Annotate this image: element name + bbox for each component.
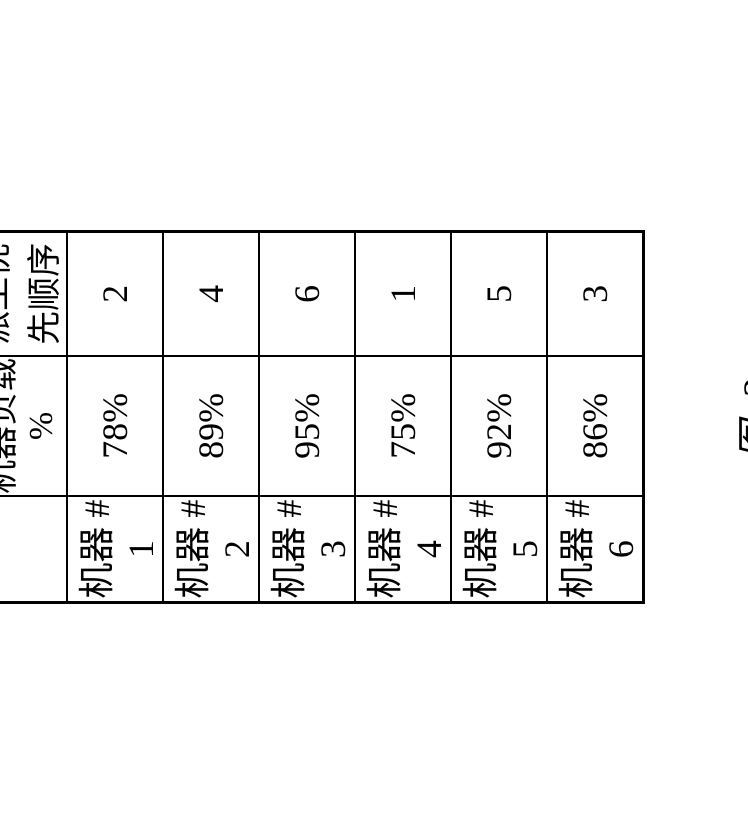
cell-machine-load: 75% <box>355 355 451 496</box>
cell-machine-name: 机器 # 4 <box>355 496 451 602</box>
cell-machine-name: 机器 # 1 <box>67 496 163 602</box>
cell-machine-load: 78% <box>67 355 163 496</box>
cell-machine-name: 机器 # 5 <box>451 496 547 602</box>
table-row: 机器 # 5 92% 5 <box>451 231 547 602</box>
table-header: 机器负载 % 派工优先顺序 <box>0 231 67 602</box>
cell-machine-load: 86% <box>547 355 644 496</box>
cell-machine-priority: 3 <box>547 231 644 355</box>
content-wrapper: 机器负载 % 派工优先顺序 机器 # 1 78% 2 机器 # 2 89% 4 <box>0 230 748 604</box>
table-row: 机器 # 1 78% 2 <box>67 231 163 602</box>
cell-machine-priority: 1 <box>355 231 451 355</box>
header-load: 机器负载 % <box>0 355 67 496</box>
table-body: 机器 # 1 78% 2 机器 # 2 89% 4 机器 # 3 95% 6 <box>67 231 644 602</box>
cell-machine-name: 机器 # 3 <box>259 496 355 602</box>
cell-machine-load: 92% <box>451 355 547 496</box>
cell-machine-load: 89% <box>163 355 259 496</box>
table-row: 机器 # 2 89% 4 <box>163 231 259 602</box>
header-priority: 派工优先顺序 <box>0 231 67 355</box>
cell-machine-priority: 2 <box>67 231 163 355</box>
table-row: 机器 # 3 95% 6 <box>259 231 355 602</box>
cell-machine-load: 95% <box>259 355 355 496</box>
table-header-row: 机器负载 % 派工优先顺序 <box>0 231 67 602</box>
table-row: 机器 # 4 75% 1 <box>355 231 451 602</box>
cell-machine-priority: 6 <box>259 231 355 355</box>
machine-load-table: 机器负载 % 派工优先顺序 机器 # 1 78% 2 机器 # 2 89% 4 <box>0 230 645 604</box>
cell-machine-name: 机器 # 6 <box>547 496 644 602</box>
cell-machine-name: 机器 # 2 <box>163 496 259 602</box>
page: 机器负载 % 派工优先顺序 机器 # 1 78% 2 机器 # 2 89% 4 <box>0 0 748 833</box>
cell-machine-priority: 4 <box>163 231 259 355</box>
rotated-content: 机器负载 % 派工优先顺序 机器 # 1 78% 2 机器 # 2 89% 4 <box>0 230 748 604</box>
header-name <box>0 496 67 602</box>
cell-machine-priority: 5 <box>451 231 547 355</box>
table-row: 机器 # 6 86% 3 <box>547 231 644 602</box>
figure-caption: 图 3 <box>725 373 748 461</box>
